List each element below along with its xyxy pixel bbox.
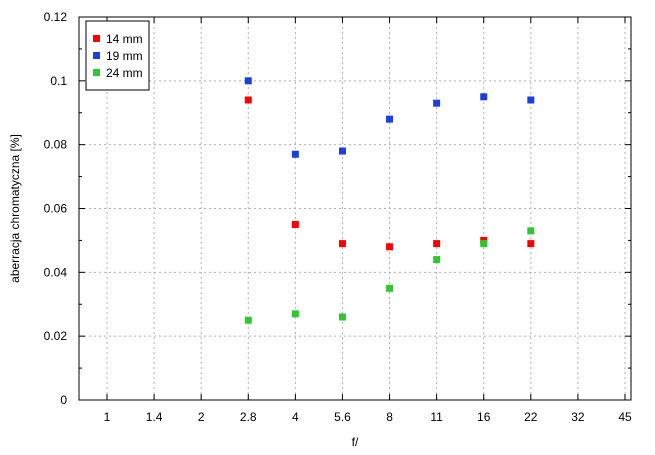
data-point: [244, 96, 252, 104]
y-tick-label: 0.12: [44, 10, 68, 24]
data-point: [480, 93, 488, 101]
data-point: [291, 310, 299, 318]
data-point: [386, 284, 394, 292]
x-tick-labels: 1 1.4 2 2.8 4 5.6 8 11 16 22 32 45: [104, 410, 632, 424]
y-tick-label: 0: [60, 393, 67, 407]
data-point: [527, 96, 535, 104]
data-point: [386, 115, 394, 123]
data-point: [433, 99, 441, 107]
data-point: [386, 243, 394, 251]
x-axis-title: f/: [352, 435, 359, 449]
data-point: [291, 220, 299, 228]
data-point: [433, 256, 441, 264]
data-point: [244, 77, 252, 85]
x-tick-label: 4: [292, 410, 299, 424]
x-tick-label: 11: [430, 410, 443, 424]
grid-lines: [79, 17, 631, 400]
axis-ticks: [79, 16, 631, 401]
data-point: [480, 240, 488, 248]
legend: 14 mm 19 mm 24 mm: [85, 20, 150, 91]
legend-marker: [93, 35, 100, 42]
data-points: [244, 77, 535, 324]
x-tick-label: 22: [524, 410, 538, 424]
x-tick-label: 2.8: [240, 410, 257, 424]
data-point: [338, 147, 346, 155]
x-tick-label: 32: [571, 410, 585, 424]
legend-marker: [93, 52, 100, 59]
x-tick-label: 1.4: [146, 410, 163, 424]
y-tick-label: 0.1: [50, 74, 67, 88]
legend-label: 14 mm: [106, 32, 143, 46]
y-tick-label: 0.06: [44, 202, 68, 216]
x-tick-label: 16: [477, 410, 491, 424]
data-point: [527, 240, 535, 248]
data-point: [338, 313, 346, 321]
data-point: [244, 316, 252, 324]
data-point: [527, 227, 535, 235]
legend-label: 24 mm: [106, 66, 143, 80]
y-tick-labels: 0 0.02 0.04 0.06 0.08 0.1 0.12: [44, 10, 68, 407]
y-tick-label: 0.04: [44, 265, 68, 279]
x-tick-label: 45: [618, 410, 632, 424]
y-tick-label: 0.08: [44, 138, 68, 152]
x-tick-label: 8: [386, 410, 393, 424]
x-tick-label: 5.6: [334, 410, 351, 424]
legend-label: 19 mm: [106, 49, 143, 63]
y-tick-label: 0.02: [44, 329, 68, 343]
y-axis-title: aberracja chromatyczna [%]: [8, 134, 22, 283]
data-point: [433, 240, 441, 248]
x-tick-label: 1: [104, 410, 111, 424]
data-point: [291, 150, 299, 158]
data-point: [338, 240, 346, 248]
x-tick-label: 2: [198, 410, 205, 424]
legend-marker: [93, 69, 100, 76]
